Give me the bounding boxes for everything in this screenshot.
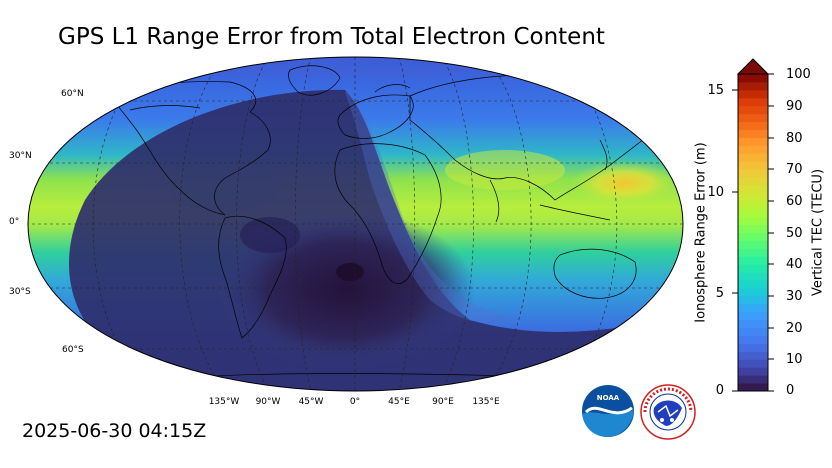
colorbar bbox=[732, 58, 774, 392]
cb-right-tick-40: 40 bbox=[786, 257, 803, 272]
colorbar-band bbox=[738, 383, 768, 392]
colorbar-band bbox=[738, 280, 768, 289]
lon-label-90e: 90°E bbox=[432, 397, 454, 407]
colorbar-band bbox=[738, 74, 768, 83]
cb-right-tick-90: 90 bbox=[786, 99, 803, 114]
colorbar-band bbox=[738, 145, 768, 154]
lon-label-45e: 45°E bbox=[388, 397, 410, 407]
lat-label-60s: 60°S bbox=[62, 345, 84, 355]
colorbar-band bbox=[738, 240, 768, 249]
colorbar-band bbox=[738, 232, 768, 241]
colorbar-band bbox=[738, 311, 768, 321]
lon-label-90w: 90°W bbox=[255, 397, 281, 407]
colorbar-band bbox=[738, 335, 768, 344]
colorbar-band bbox=[738, 177, 768, 186]
cb-right-tick-60: 60 bbox=[786, 194, 803, 209]
colorbar-band bbox=[738, 287, 768, 297]
colorbar-band bbox=[738, 248, 768, 257]
cb-left-tick-0: 0 bbox=[715, 383, 724, 398]
colorbar-band bbox=[738, 89, 768, 99]
cb-right-tick-0: 0 bbox=[786, 383, 795, 398]
chart-title: GPS L1 Range Error from Total Electron C… bbox=[58, 24, 605, 50]
timestamp: 2025-06-30 04:15Z bbox=[22, 420, 207, 442]
colorbar-band bbox=[738, 272, 768, 281]
colorbar-band bbox=[738, 137, 768, 146]
coastlines bbox=[109, 65, 669, 379]
cb-right-tick-20: 20 bbox=[786, 321, 803, 336]
cb-right-tick-100: 100 bbox=[786, 67, 811, 82]
lat-label-60n: 60°N bbox=[61, 89, 84, 99]
colorbar-band bbox=[738, 224, 768, 234]
colorbar-band bbox=[738, 153, 768, 162]
lon-label-135w: 135°W bbox=[208, 397, 240, 407]
colorbar-band bbox=[738, 113, 768, 123]
cb-left-tick-15: 15 bbox=[707, 83, 724, 98]
lat-label-30s: 30°S bbox=[9, 287, 31, 297]
noaa-logo-text: NOAA bbox=[597, 394, 620, 402]
colorbar-band bbox=[738, 161, 768, 170]
cb-right-tick-70: 70 bbox=[786, 162, 803, 177]
colorbar-band bbox=[738, 295, 768, 305]
colorbar-band bbox=[738, 351, 768, 360]
cb-left-tick-10: 10 bbox=[707, 185, 724, 200]
colorbar-band bbox=[738, 264, 768, 273]
colorbar-band bbox=[738, 184, 768, 194]
cb-right-tick-50: 50 bbox=[786, 226, 803, 241]
colorbar-band bbox=[738, 367, 768, 376]
colorbar-ticks bbox=[732, 73, 774, 392]
lon-label-135e: 135°E bbox=[472, 397, 500, 407]
noaa-logo: NOAA bbox=[582, 385, 634, 437]
colorbar-band bbox=[738, 319, 768, 329]
lon-label-45w: 45°W bbox=[298, 397, 324, 407]
colorbar-band bbox=[738, 208, 768, 218]
logos: NOAA bbox=[582, 384, 696, 440]
lon-label-0: 0° bbox=[349, 397, 361, 407]
map-border bbox=[27, 56, 684, 392]
colorbar-right-label: Vertical TEC (TECU) bbox=[810, 168, 826, 297]
colorbar-band bbox=[738, 97, 768, 107]
colorbar-band bbox=[738, 303, 768, 313]
cb-right-tick-80: 80 bbox=[786, 131, 803, 146]
colorbar-band bbox=[738, 121, 768, 130]
colorbar-band bbox=[738, 105, 768, 115]
colorbar-extend-arrow bbox=[736, 58, 770, 75]
colorbar-band bbox=[738, 216, 768, 226]
lat-label-30n: 30°N bbox=[9, 151, 32, 161]
colorbar-band bbox=[738, 129, 768, 138]
colorbar-band bbox=[738, 256, 768, 265]
lat-label-0: 0° bbox=[9, 217, 20, 227]
colorbar-band bbox=[738, 81, 768, 91]
colorbar-band bbox=[738, 169, 768, 178]
colorbar-band bbox=[738, 327, 768, 337]
colorbar-band bbox=[738, 375, 768, 384]
colorbar-band bbox=[738, 192, 768, 202]
colorbar-band bbox=[738, 200, 768, 210]
cb-left-tick-5: 5 bbox=[715, 286, 724, 301]
cb-right-tick-10: 10 bbox=[786, 352, 803, 367]
nws-logo bbox=[640, 384, 696, 440]
colorbar-left-label: Ionosphere Range Error (m) bbox=[693, 142, 709, 323]
colorbar-band bbox=[738, 359, 768, 368]
cb-right-tick-30: 30 bbox=[786, 289, 803, 304]
colorbar-band bbox=[738, 343, 768, 352]
